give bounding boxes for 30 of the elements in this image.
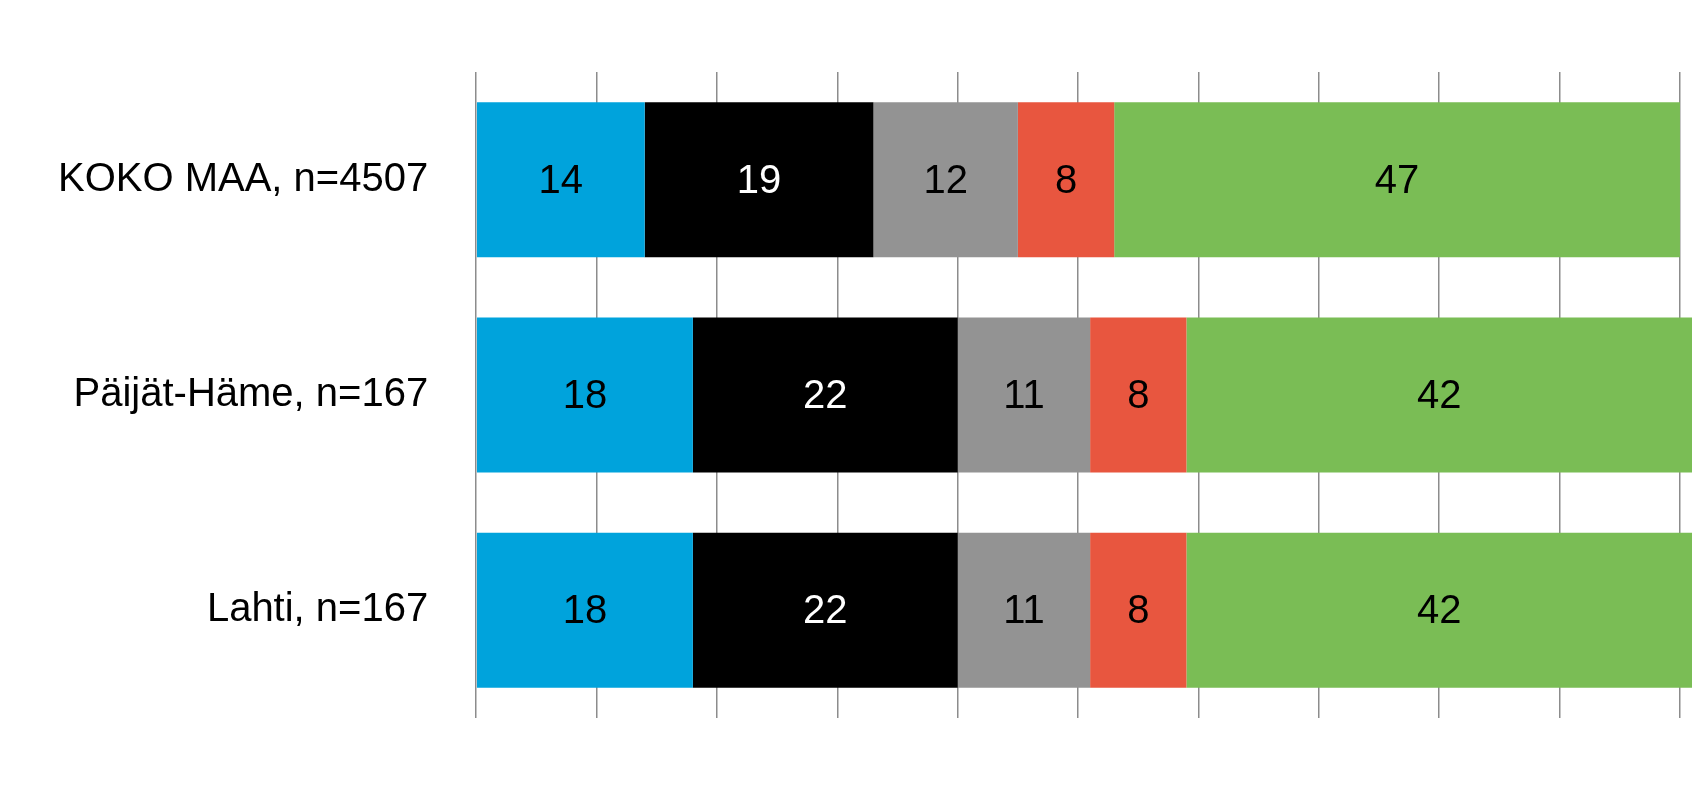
data-label: 14: [538, 156, 584, 201]
data-label: 12: [923, 156, 968, 201]
bar: [644, 102, 874, 258]
data-label: 8: [1127, 372, 1150, 417]
data-label: 11: [1003, 372, 1045, 417]
bar: [476, 532, 693, 688]
bar: [1090, 317, 1187, 473]
data-label: 8: [1054, 156, 1078, 201]
y-tick-label: Lahti, n=167: [206, 585, 429, 630]
bar: [692, 532, 958, 688]
bar: [1114, 102, 1680, 258]
bar: [1017, 102, 1115, 258]
data-label: 19: [736, 156, 782, 201]
bar: [476, 102, 645, 258]
y-tick-label: Päijät-Häme, n=167: [73, 370, 429, 415]
data-label: 18: [562, 372, 608, 417]
bar: [1090, 532, 1187, 688]
data-label: 47: [1374, 156, 1420, 201]
data-label: 22: [803, 372, 848, 417]
data-label: 42: [1416, 372, 1462, 417]
data-label: 8: [1127, 587, 1150, 632]
bar: [1186, 532, 1692, 688]
bar: [692, 317, 958, 473]
data-label: 42: [1416, 587, 1462, 632]
y-tick-label: KOKO MAA, n=4507: [57, 154, 429, 199]
bar: [1186, 317, 1692, 473]
data-label: 18: [562, 587, 608, 632]
data-label: 22: [803, 587, 848, 632]
data-label: 11: [1003, 587, 1045, 632]
bar: [476, 317, 693, 473]
